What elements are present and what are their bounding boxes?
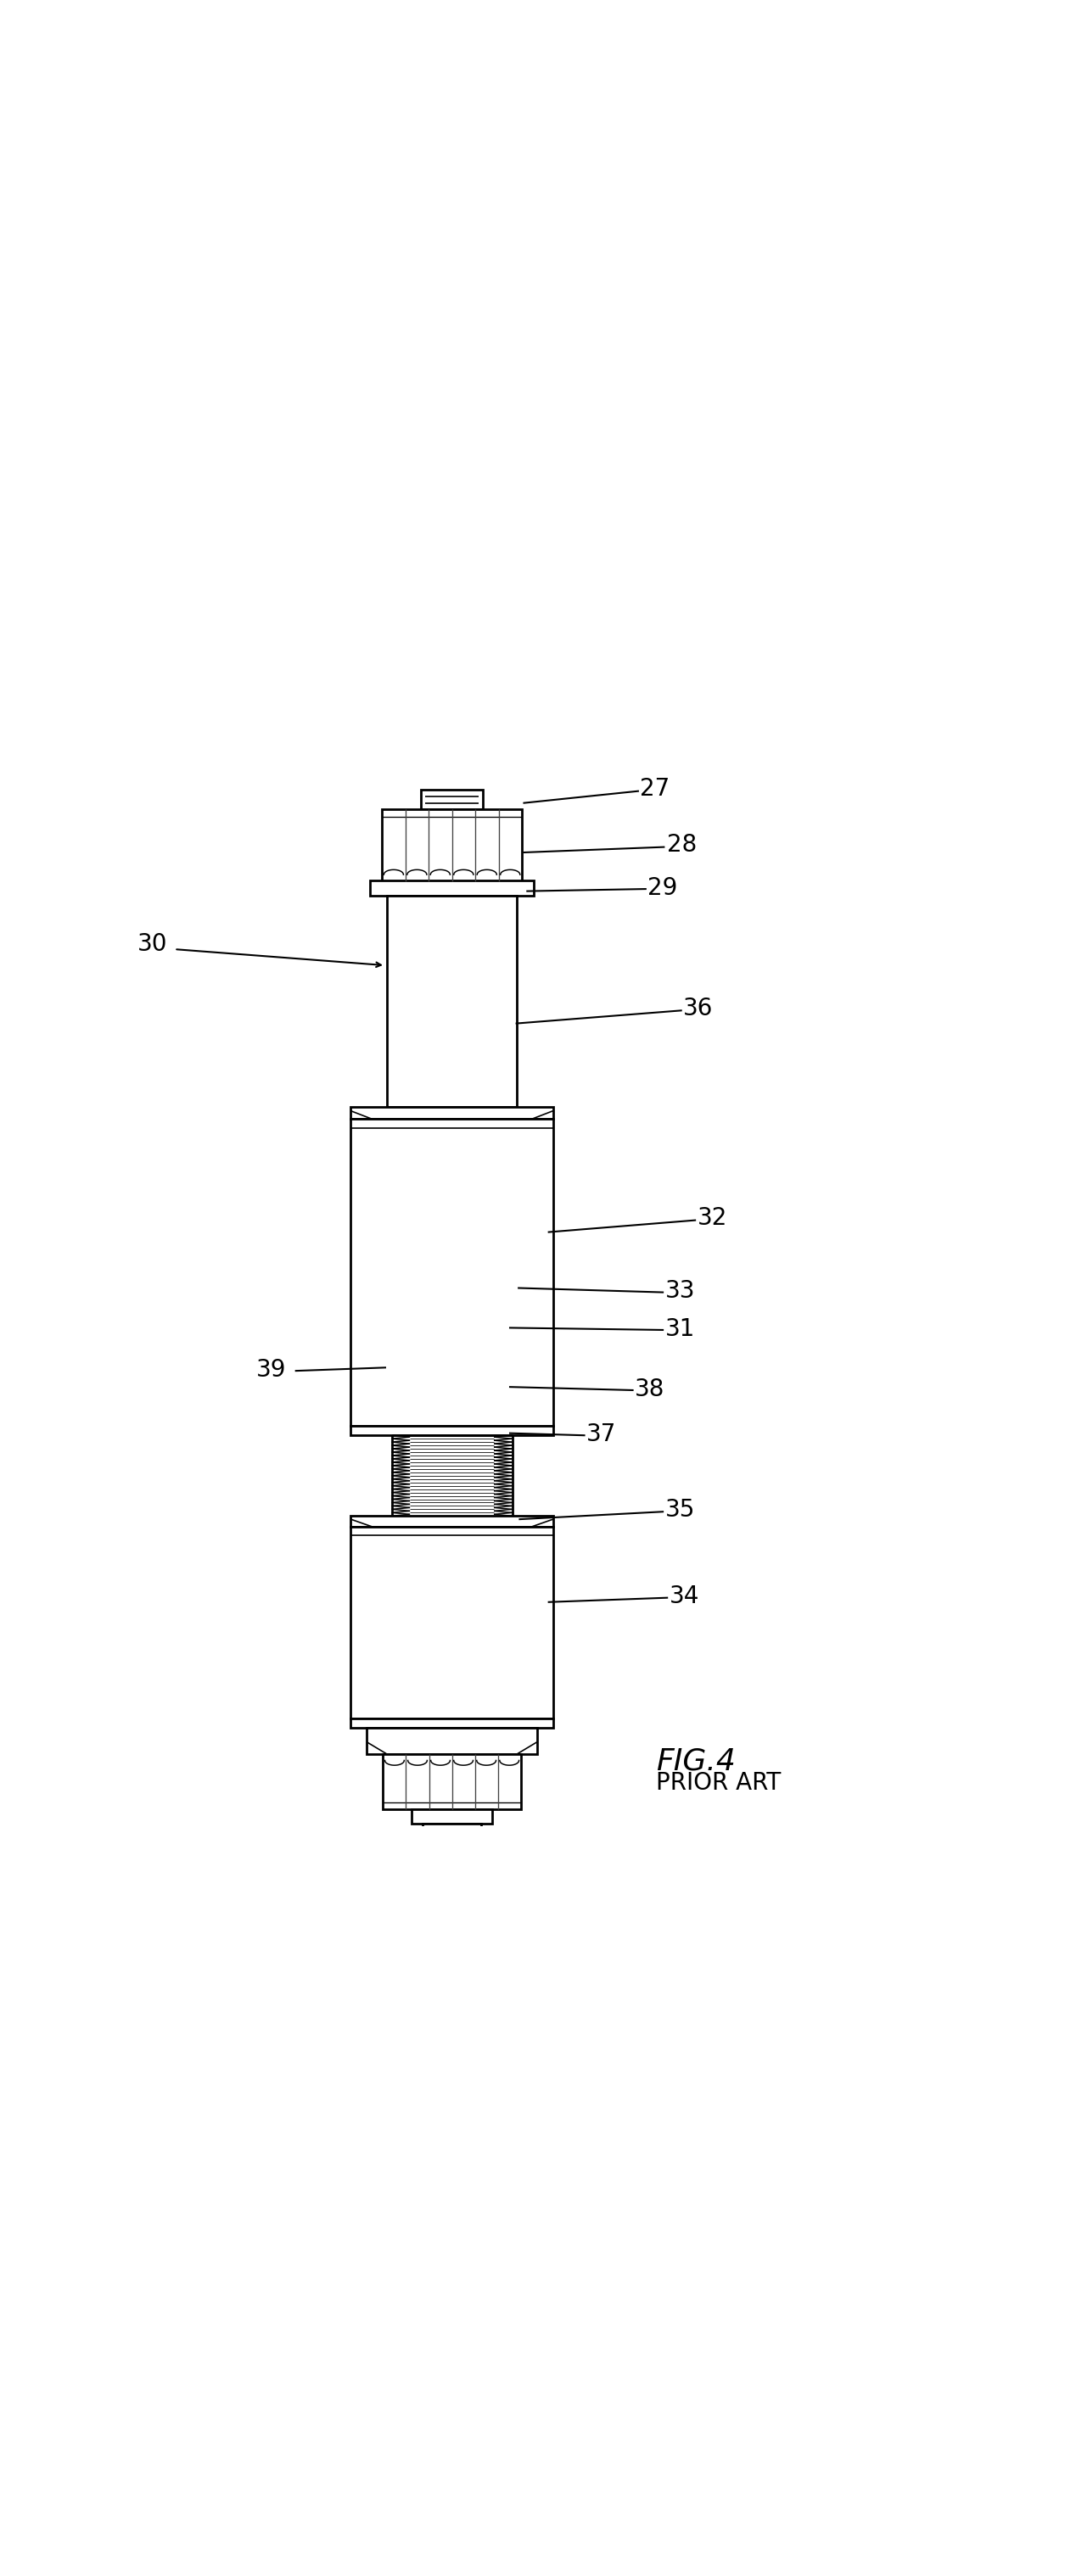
- Text: 35: 35: [665, 1497, 695, 1522]
- FancyBboxPatch shape: [351, 1118, 553, 1425]
- Text: 29: 29: [648, 876, 678, 899]
- FancyBboxPatch shape: [383, 1754, 521, 1808]
- FancyBboxPatch shape: [351, 1108, 553, 1118]
- FancyBboxPatch shape: [411, 1808, 493, 1824]
- Text: 39: 39: [256, 1358, 286, 1381]
- FancyBboxPatch shape: [351, 1517, 553, 1528]
- Text: 36: 36: [683, 997, 713, 1020]
- FancyBboxPatch shape: [351, 1528, 553, 1718]
- FancyBboxPatch shape: [422, 1824, 481, 1842]
- FancyBboxPatch shape: [351, 1718, 553, 1728]
- Text: 27: 27: [640, 778, 670, 801]
- Text: 31: 31: [665, 1316, 695, 1340]
- FancyBboxPatch shape: [382, 809, 522, 881]
- FancyBboxPatch shape: [370, 881, 534, 896]
- FancyBboxPatch shape: [351, 1425, 553, 1435]
- Text: 30: 30: [138, 933, 168, 956]
- Text: 28: 28: [667, 832, 697, 858]
- Text: 32: 32: [697, 1206, 727, 1229]
- Text: PRIOR ART: PRIOR ART: [656, 1770, 781, 1795]
- Text: 34: 34: [669, 1584, 699, 1607]
- Text: 33: 33: [665, 1280, 695, 1303]
- FancyBboxPatch shape: [421, 791, 483, 809]
- FancyBboxPatch shape: [387, 896, 516, 1108]
- Text: 37: 37: [586, 1422, 617, 1445]
- Text: FIG.4: FIG.4: [656, 1747, 736, 1775]
- FancyBboxPatch shape: [367, 1728, 537, 1754]
- Text: 38: 38: [635, 1378, 665, 1401]
